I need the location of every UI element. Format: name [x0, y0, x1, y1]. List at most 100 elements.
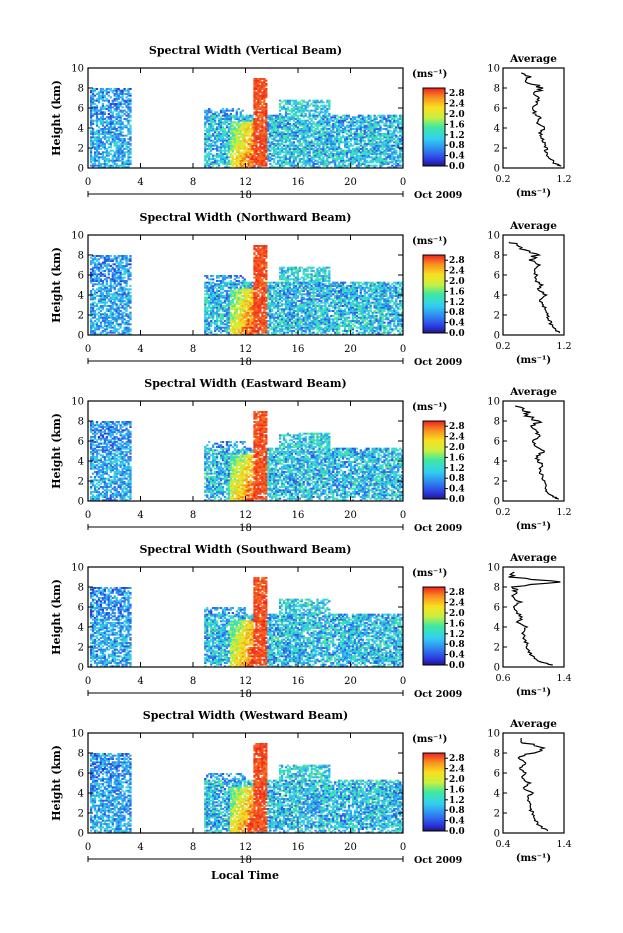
- heatmap-cell: [120, 115, 122, 117]
- heatmap-cell: [230, 328, 232, 330]
- heatmap-cell: [123, 93, 125, 95]
- heatmap-cell: [234, 126, 236, 128]
- heatmap-cell: [253, 111, 255, 113]
- heatmap-cell: [104, 106, 106, 108]
- heatmap-cell: [393, 148, 395, 150]
- heatmap-cell: [228, 160, 230, 162]
- heatmap-cell: [123, 113, 125, 115]
- heatmap-cell: [108, 100, 110, 102]
- heatmap-cell: [247, 138, 249, 140]
- heatmap-cell: [108, 126, 110, 128]
- heatmap-cell: [224, 295, 226, 297]
- heatmap-cell: [263, 78, 265, 80]
- average-frame: [503, 68, 564, 168]
- heatmap-cell: [206, 307, 208, 309]
- heatmap-cell: [125, 125, 127, 127]
- heatmap-cell: [125, 141, 127, 143]
- heatmap-cell: [261, 91, 263, 93]
- heatmap-cell: [116, 103, 118, 105]
- heatmap-cell: [218, 325, 220, 327]
- heatmap-cell: [261, 105, 263, 107]
- heatmap-cell: [118, 282, 120, 284]
- heatmap-cell: [301, 158, 303, 160]
- heatmap-cell: [277, 140, 279, 142]
- heatmap-cell: [293, 131, 295, 133]
- heatmap-cell: [379, 120, 381, 122]
- heatmap-cell: [236, 307, 238, 309]
- heatmap-cell: [98, 91, 100, 93]
- heatmap-cell: [322, 156, 324, 158]
- heatmap-cell: [123, 322, 125, 324]
- heatmap-cell: [106, 108, 108, 110]
- heatmap-cell: [100, 138, 102, 140]
- heatmap-cell: [102, 163, 104, 165]
- heatmap-cell: [102, 270, 104, 272]
- average-x-tick-label: 1.2: [556, 174, 571, 185]
- heatmap-cell: [100, 310, 102, 312]
- heatmap-cell: [338, 120, 340, 122]
- heatmap-cell: [354, 156, 356, 158]
- heatmap-cell: [96, 105, 98, 107]
- heatmap-cell: [216, 280, 218, 282]
- heatmap-cell: [366, 116, 368, 118]
- heatmap-cell: [246, 115, 248, 117]
- heatmap-cell: [281, 126, 283, 128]
- heatmap-cell: [125, 93, 127, 95]
- heatmap-cell: [312, 161, 314, 163]
- heatmap-cell: [354, 148, 356, 150]
- heatmap-cell: [299, 106, 301, 108]
- heatmap-cell: [108, 298, 110, 300]
- heatmap-cell: [366, 160, 368, 162]
- heatmap-cell: [287, 116, 289, 118]
- colorbar-tick-label: 2.0: [449, 110, 465, 120]
- heatmap-cell: [320, 133, 322, 135]
- heatmap-cell: [218, 283, 220, 285]
- panel-title: Spectral Width (Vertical Beam): [149, 44, 342, 57]
- heatmap-cell: [110, 255, 112, 257]
- heatmap-cell: [285, 133, 287, 135]
- heatmap-cell: [247, 318, 249, 320]
- heatmap-cell: [104, 121, 106, 123]
- heatmap-cell: [381, 158, 383, 160]
- heatmap-cell: [210, 282, 212, 284]
- heatmap-cell: [222, 153, 224, 155]
- x-tick-label: 0: [85, 177, 91, 188]
- heatmap-cell: [116, 156, 118, 158]
- heatmap-cell: [102, 151, 104, 153]
- heatmap-cell: [208, 278, 210, 280]
- heatmap-cell: [112, 263, 114, 265]
- heatmap-cell: [373, 156, 375, 158]
- heatmap-cell: [381, 115, 383, 117]
- heatmap-cell: [277, 151, 279, 153]
- heatmap-cell: [397, 163, 399, 165]
- heatmap-cell: [354, 121, 356, 123]
- heatmap-cell: [100, 322, 102, 324]
- heatmap-cell: [121, 135, 123, 137]
- heatmap-cell: [391, 145, 393, 147]
- heatmap-cell: [230, 136, 232, 138]
- heatmap-cell: [121, 106, 123, 108]
- heatmap-cell: [320, 128, 322, 130]
- heatmap-cell: [112, 90, 114, 92]
- heatmap-cell: [259, 130, 261, 132]
- heatmap-cell: [90, 130, 92, 132]
- heatmap-cell: [127, 146, 129, 148]
- heatmap-cell: [210, 115, 212, 117]
- heatmap-cell: [118, 305, 120, 307]
- heatmap-cell: [247, 143, 249, 145]
- heatmap-cell: [94, 255, 96, 257]
- heatmap-cell: [106, 263, 108, 265]
- heatmap-cell: [228, 135, 230, 137]
- heatmap-cell: [324, 110, 326, 112]
- heatmap-cell: [222, 327, 224, 329]
- heatmap-cell: [289, 133, 291, 135]
- heatmap-cell: [381, 151, 383, 153]
- heatmap-cell: [214, 158, 216, 160]
- heatmap-cell: [120, 323, 122, 325]
- heatmap-cell: [108, 320, 110, 322]
- heatmap-cell: [289, 100, 291, 102]
- heatmap-cell: [110, 153, 112, 155]
- heatmap-cell: [289, 113, 291, 115]
- heatmap-cell: [395, 126, 397, 128]
- heatmap-cell: [94, 103, 96, 105]
